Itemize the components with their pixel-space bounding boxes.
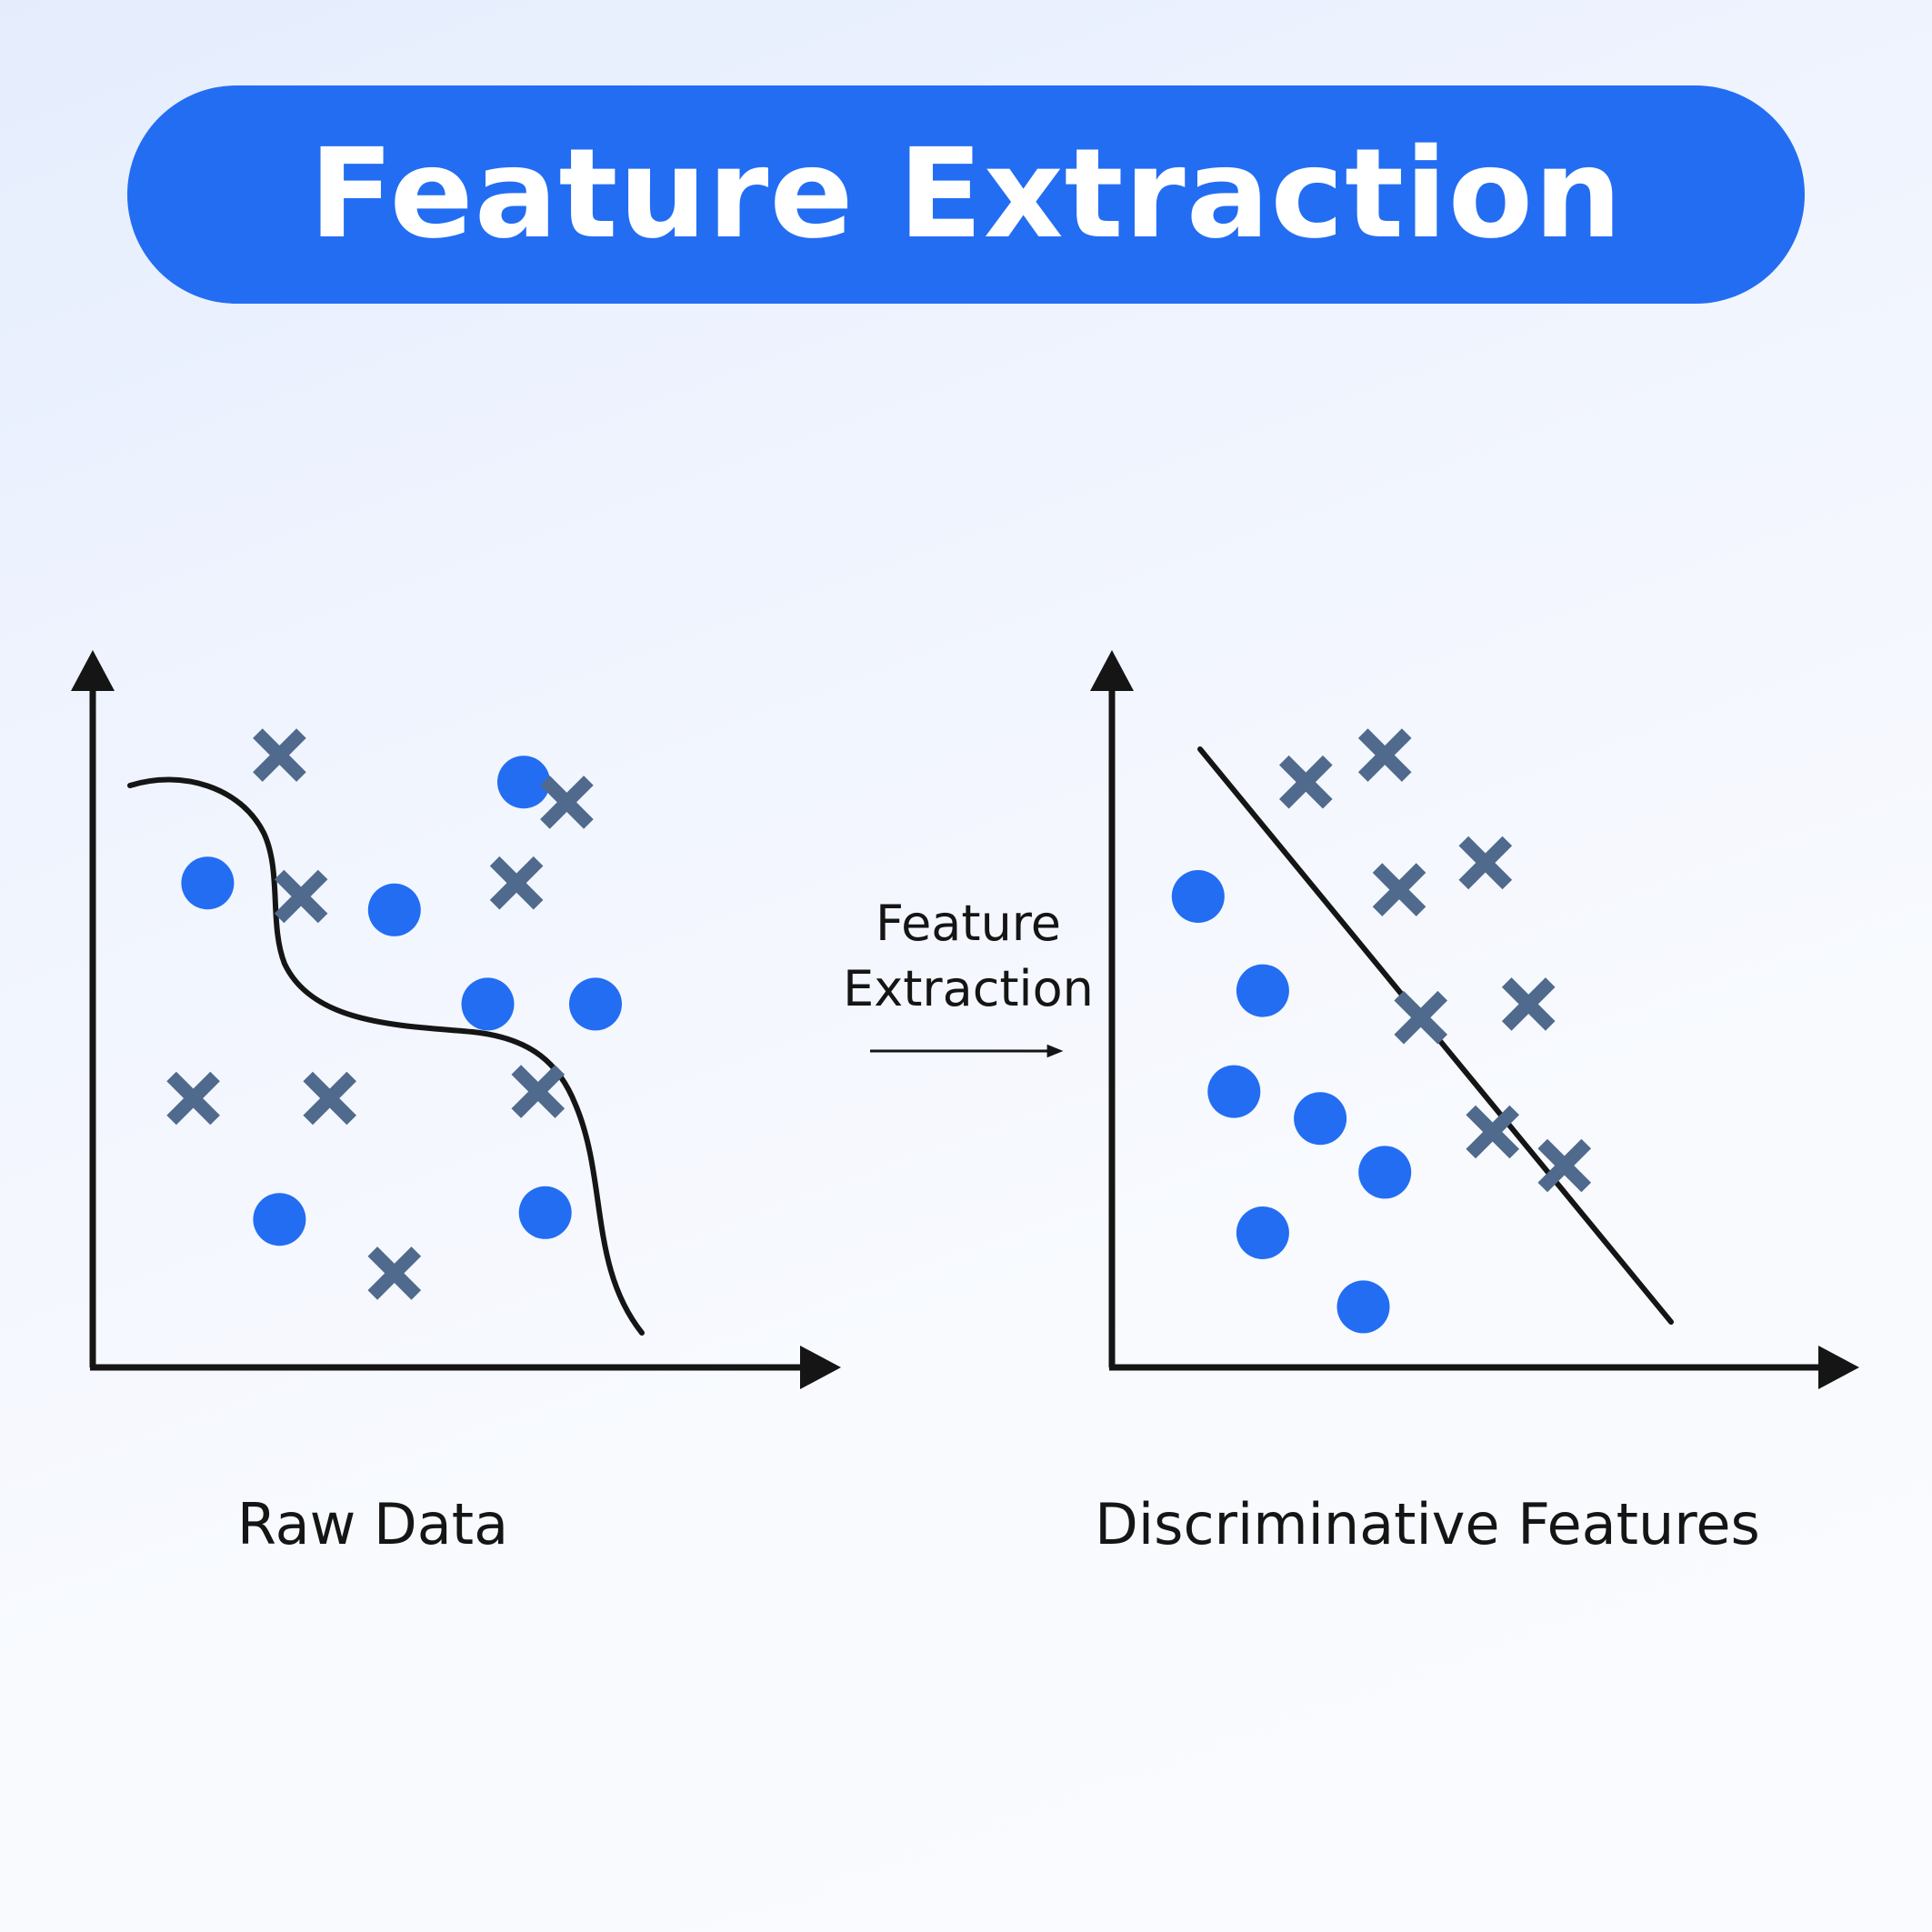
raw-cross-point [367,1246,422,1300]
features-label: Discriminative Features [1095,1491,1760,1557]
feature-circle-point [1336,1280,1390,1334]
raw-circle-point [569,977,622,1031]
raw-circle-point [461,977,515,1031]
transform-label-line2: Extraction [843,960,1094,1017]
raw-circle-point [253,1193,306,1246]
raw-cross-point [274,869,328,924]
raw-circle-point [181,856,235,910]
feature-cross-point [1394,990,1448,1045]
feature-cross-point [1278,755,1333,809]
feature-cross-point [1458,836,1513,890]
raw-data-points [166,728,622,1300]
raw-data-axes [71,650,841,1389]
feature-cross-point [1466,1105,1520,1159]
feature-circle-point [1294,1092,1347,1146]
title: Feature Extraction [309,123,1623,266]
raw-cross-point [253,728,306,782]
feature-cross-point [1372,863,1426,916]
raw-cross-point [166,1071,220,1126]
raw-cross-point [303,1071,357,1126]
raw-cross-point [540,776,594,829]
raw-data-label: Raw Data [236,1491,509,1557]
raw-cross-point [489,856,544,910]
raw-circle-point [497,756,550,809]
feature-circle-point [1358,1146,1412,1199]
feature-circle-point [1207,1065,1261,1118]
transform-label-line1: Feature [875,895,1062,952]
feature-circle-point [1236,964,1289,1017]
transform-label: Feature Extraction [800,891,1136,1022]
feature-circle-point [1171,870,1225,923]
feature-points [1171,728,1592,1334]
raw-circle-point [518,1186,572,1239]
feature-cross-point [1537,1138,1592,1193]
feature-circle-point [1236,1206,1289,1259]
raw-y-axis-arrowhead [71,650,115,691]
feature-cross-point [1501,977,1556,1031]
feature-cross-point [1357,728,1412,782]
raw-data-decision-curve [127,776,645,1336]
raw-x-axis-arrowhead [800,1346,841,1389]
raw-circle-point [367,883,421,936]
feature-axes [1090,650,1859,1389]
feature-x-axis-arrowhead [1818,1346,1859,1389]
feature-y-axis-arrowhead [1090,650,1134,691]
raw-cross-point [511,1065,566,1118]
title-banner: Feature Extraction [127,85,1805,304]
